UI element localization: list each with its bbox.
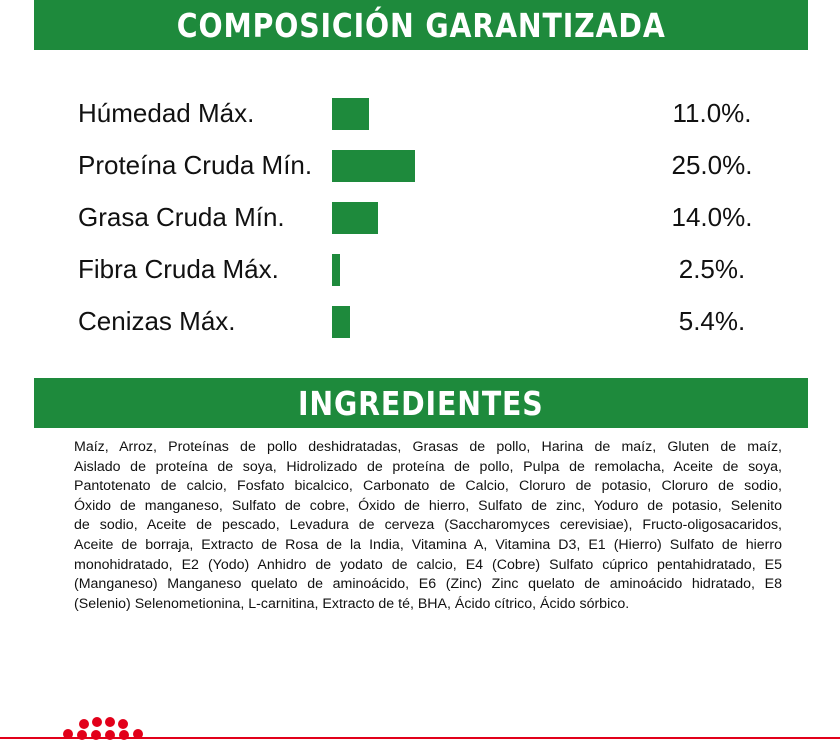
ingredients-line: Óxido de manganeso, Sulfato de cobre, Óx… [74, 497, 782, 514]
nutrient-label: Proteína Cruda Mín. [78, 150, 313, 180]
nutrient-bar [332, 202, 379, 234]
nutrient-label: Cenizas Máx. [78, 306, 236, 336]
composition-row: Fibra Cruda Máx. 2.5%. [0, 244, 840, 296]
ingredients-line: Aislado de proteína de soya, Hidrolizado… [74, 458, 782, 475]
ingredients-line: monohidratado, E2 (Yodo) Anhidro de yoda… [74, 556, 782, 573]
ingredients-line: (Selenio) Selenometionina, L-carnitina, … [74, 595, 630, 612]
composition-title: COMPOSICIÓN GARANTIZADA [176, 6, 666, 45]
nutrient-value: 11.0%. [672, 98, 752, 128]
ingredients-line: Maíz, Arroz, Proteínas de pollo deshidra… [74, 439, 782, 455]
ingredients-line: de sodio, Aceite de pescado, Levadura de… [74, 517, 782, 534]
composition-row: Proteína Cruda Mín. 25.0%. [0, 140, 840, 192]
footer-logo [0, 717, 840, 740]
nutrient-label: Grasa Cruda Mín. [78, 202, 285, 232]
ingredients-text: Maíz, Arroz, Proteínas de pollo deshidra… [74, 438, 782, 614]
nutrient-value: 14.0%. [671, 202, 753, 232]
composition-row: Húmedad Máx. 11.0%. [0, 88, 840, 140]
composition-row: Cenizas Máx. 5.4%. [0, 296, 840, 348]
nutrient-label: Húmedad Máx. [78, 98, 255, 128]
nutrient-bar [332, 254, 341, 286]
composition-rows: Húmedad Máx. 11.0%. Proteína Cruda Mín. 25.… [0, 88, 840, 348]
ingredients-line: (Manganeso) Manganeso quelato de aminoác… [74, 576, 782, 593]
composition-header: COMPOSICIÓN GARANTIZADA [34, 0, 808, 50]
nutrient-value: 25.0%. [671, 150, 753, 180]
ingredients-line: Aceite de borraja, Extracto de Rosa de l… [74, 536, 782, 553]
crown-dots [63, 717, 143, 740]
nutrient-value: 2.5%. [678, 254, 746, 284]
composition-row: Grasa Cruda Mín. 14.0%. [0, 192, 840, 244]
ingredients-title: INGREDIENTES [298, 384, 544, 423]
nutrient-bar [332, 98, 369, 130]
ingredients-line: Pantotenato de calcio, Fosfato bicalcico… [74, 478, 782, 495]
nutrient-value: 5.4%. [678, 306, 746, 336]
nutrient-bar [332, 306, 350, 338]
nutrient-bar [332, 150, 415, 182]
ingredients-header: INGREDIENTES [34, 378, 808, 428]
nutrient-label: Fibra Cruda Máx. [78, 254, 279, 284]
